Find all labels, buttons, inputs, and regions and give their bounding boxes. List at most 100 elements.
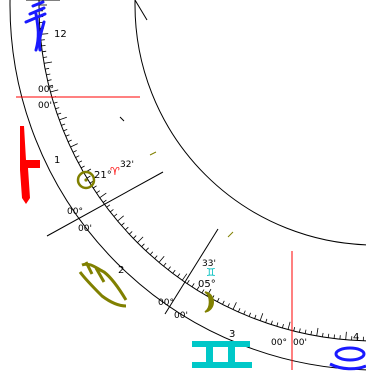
degree-tick: [96, 190, 101, 194]
house-ring: [134, 0, 366, 246]
degree-tick: [137, 236, 144, 243]
degree-tick: [50, 89, 59, 93]
taurus-sign-icon: [78, 261, 128, 308]
cusp-3-minute: 00': [174, 311, 188, 321]
degree-tick: [72, 150, 77, 153]
degree-tick: [113, 213, 118, 217]
degree-tick: [304, 329, 307, 334]
degree-tick: [154, 255, 158, 259]
degree-tick: [46, 73, 51, 76]
degree-tick: [86, 175, 91, 179]
moon-degree: 05°: [198, 279, 216, 290]
degree-tick: [67, 139, 72, 143]
moon-icon: [204, 291, 214, 313]
degree-tick: [75, 155, 80, 158]
house-number-1: 1: [54, 155, 60, 166]
degree-tick: [61, 123, 66, 126]
degree-tick: [48, 84, 53, 87]
degree-tick: [43, 56, 48, 58]
degree-tick: [133, 235, 137, 239]
degree-tick: [44, 61, 53, 64]
house-cusp-3-line: [164, 228, 219, 315]
aries-sign-icon: [20, 126, 40, 204]
cusp-2-minute: 00': [78, 224, 92, 234]
degree-tick: [327, 333, 330, 338]
degree-tick: [345, 331, 347, 340]
aspect-marker: [227, 231, 234, 238]
degree-tick: [259, 313, 264, 321]
degree-tick: [201, 289, 205, 294]
degree-tick: [186, 279, 190, 284]
degree-tick: [117, 215, 124, 222]
degree-tick: [196, 286, 200, 291]
degree-tick: [59, 116, 67, 121]
degree-tick: [232, 302, 237, 310]
degree-tick: [287, 321, 291, 330]
degree-tick: [145, 247, 149, 251]
degree-tick: [55, 107, 60, 110]
degree-tick: [316, 327, 319, 336]
degree-tick: [141, 243, 145, 247]
degree-tick: [248, 312, 251, 317]
degree-tick: [125, 226, 129, 231]
degree-tick: [177, 273, 181, 278]
degree-tick: [99, 192, 107, 199]
degree-tick: [293, 327, 296, 332]
house-number-12: 12: [54, 29, 67, 40]
aries-glyph-icon: ♈: [110, 165, 120, 178]
degree-tick: [299, 328, 301, 333]
cusp-4-degree: 00°: [271, 338, 287, 348]
degree-tick: [254, 314, 257, 319]
sun-degree: 21°: [94, 170, 112, 181]
house-number-4: 4: [353, 332, 359, 343]
degree-tick: [270, 320, 273, 325]
outer-ring: [9, 0, 366, 371]
sun-planet[interactable]: 21° ♈ 32': [76, 160, 134, 190]
degree-tick: [172, 269, 176, 274]
degree-tick: [63, 129, 68, 132]
house-cusp-12-inner-line: [134, 0, 148, 21]
degree-tick: [42, 50, 47, 53]
moon-minute: 33': [202, 259, 216, 269]
degree-tick: [276, 322, 279, 327]
sun-icon: [76, 170, 96, 190]
degree-tick: [167, 266, 171, 271]
gemini-sign-icon: [192, 341, 252, 368]
moon-planet[interactable]: 33' ♊ 05°: [198, 259, 216, 313]
degree-tick: [158, 256, 165, 263]
gemini-glyph-icon: ♊: [206, 266, 216, 279]
degree-tick: [80, 165, 85, 169]
house-number-3: 3: [229, 329, 235, 340]
degree-tick: [121, 222, 125, 226]
cusp-1-minute: 00': [38, 101, 52, 111]
degree-tick: [65, 134, 70, 137]
degree-tick: [191, 283, 195, 288]
aspect-marker: [149, 151, 157, 156]
cusp-3-degree: 00°: [158, 298, 174, 308]
degree-tick: [106, 204, 111, 208]
house-cusp-2-line: [46, 171, 164, 237]
aquarius-sign-icon: [24, 0, 47, 52]
degree-tick: [53, 101, 58, 104]
degree-tick: [282, 323, 284, 329]
cancer-sign-icon: [329, 346, 366, 371]
degree-tick: [243, 310, 246, 315]
degree-tick: [322, 332, 324, 337]
degree-tick: [102, 199, 107, 203]
house-number-2: 2: [118, 265, 124, 276]
degree-tick: [227, 303, 230, 308]
degree-tick: [216, 297, 220, 302]
degree-tick: [78, 160, 83, 164]
degree-tick: [45, 67, 50, 70]
degree-tick: [310, 330, 313, 335]
degree-tick: [109, 209, 114, 213]
degree-tick: [222, 300, 225, 305]
cusp-1-degree: 00°: [38, 85, 54, 95]
degree-tick: [70, 143, 78, 148]
aspect-marker: [119, 116, 125, 122]
degree-tick: [92, 185, 97, 189]
cusp-2-degree: 00°: [67, 207, 83, 217]
sun-minute: 32': [120, 160, 134, 170]
